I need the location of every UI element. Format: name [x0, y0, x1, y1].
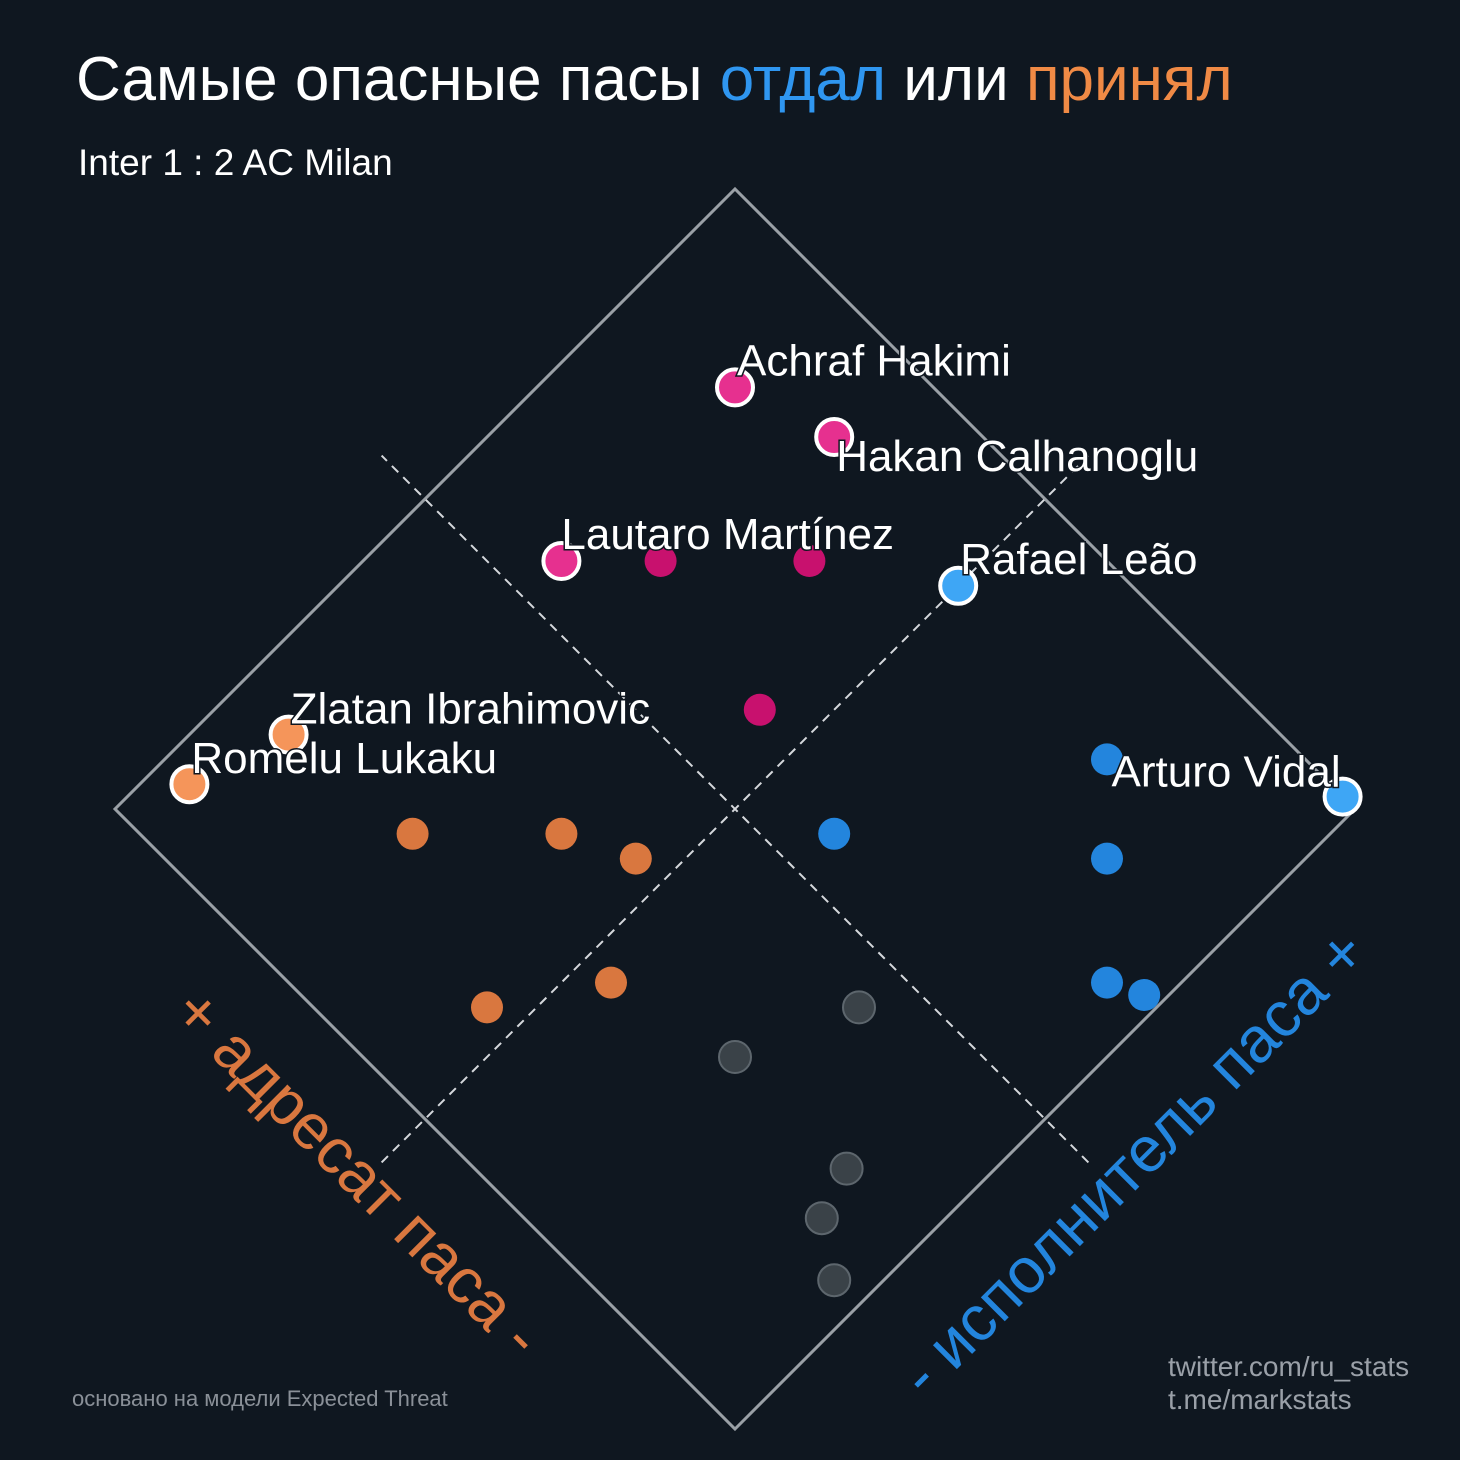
point-romelu-lukaku: [169, 764, 210, 805]
credits: twitter.com/ru_stats t.me/markstats: [1168, 1350, 1409, 1416]
credit-telegram: t.me/markstats: [1168, 1384, 1352, 1415]
point-passer: [1091, 966, 1123, 999]
point-passer: [1091, 842, 1123, 875]
point-label: Achraf Hakimi: [737, 336, 1011, 385]
point-rafael-le-o: [938, 565, 979, 606]
point-neither: [842, 990, 876, 1025]
point-label: Rafael Leão: [960, 535, 1197, 584]
point-receiver: [545, 817, 578, 850]
point-arturo-vidal: [1322, 776, 1363, 817]
point-receiver: [595, 966, 627, 999]
data-points: [169, 367, 1363, 1298]
point-receiver: [396, 817, 429, 850]
point-passer: [1128, 979, 1161, 1011]
chart-title: Самые опасные пасы отдал или принял: [76, 40, 1233, 120]
point-zlatan-ibrahimovic: [268, 714, 309, 755]
point-receiver: [619, 842, 652, 875]
point-label: Arturo Vidal: [1112, 748, 1341, 797]
chart-subtitle: Inter 1 : 2 AC Milan: [78, 142, 393, 183]
credit-twitter: twitter.com/ru_stats: [1168, 1351, 1410, 1382]
point-achraf-hakimi: [715, 367, 755, 408]
title-part-passed: отдал: [719, 45, 887, 114]
title-part-received: принял: [1025, 45, 1233, 114]
point-labels: Achraf Hakimi Hakan Calhanoglu Lautaro Mar…: [190, 335, 1342, 798]
point-both: [793, 545, 826, 577]
diamond-frame-outline: [112, 186, 1358, 1432]
point-hakan-calhanoglu: [814, 417, 855, 457]
point-label: Lautaro Martínez: [561, 510, 894, 559]
point-passer: [1091, 743, 1123, 776]
point-both: [743, 693, 776, 726]
diamond-frame: [112, 186, 1358, 1432]
point-label: Hakan Calhanoglu: [836, 432, 1198, 481]
point-passer: [818, 817, 851, 850]
title-part-3: или: [886, 45, 1026, 114]
point-receiver: [471, 991, 503, 1024]
point-neither: [718, 1040, 752, 1074]
point-label: Romelu Lukaku: [191, 734, 497, 783]
point-both: [644, 545, 677, 577]
footnote: основано на модели Expected Threat: [72, 1386, 448, 1411]
axis-label-receiver: + адресат паса -: [160, 974, 557, 1371]
point-label: Zlatan Ibrahimovic: [291, 685, 650, 734]
point-neither: [804, 1201, 839, 1236]
point-neither: [817, 1263, 852, 1298]
point-lautaro-mart-nez: [541, 541, 582, 581]
point-neither: [829, 1151, 864, 1186]
title-part-1: Самые опасные пасы: [76, 45, 720, 114]
